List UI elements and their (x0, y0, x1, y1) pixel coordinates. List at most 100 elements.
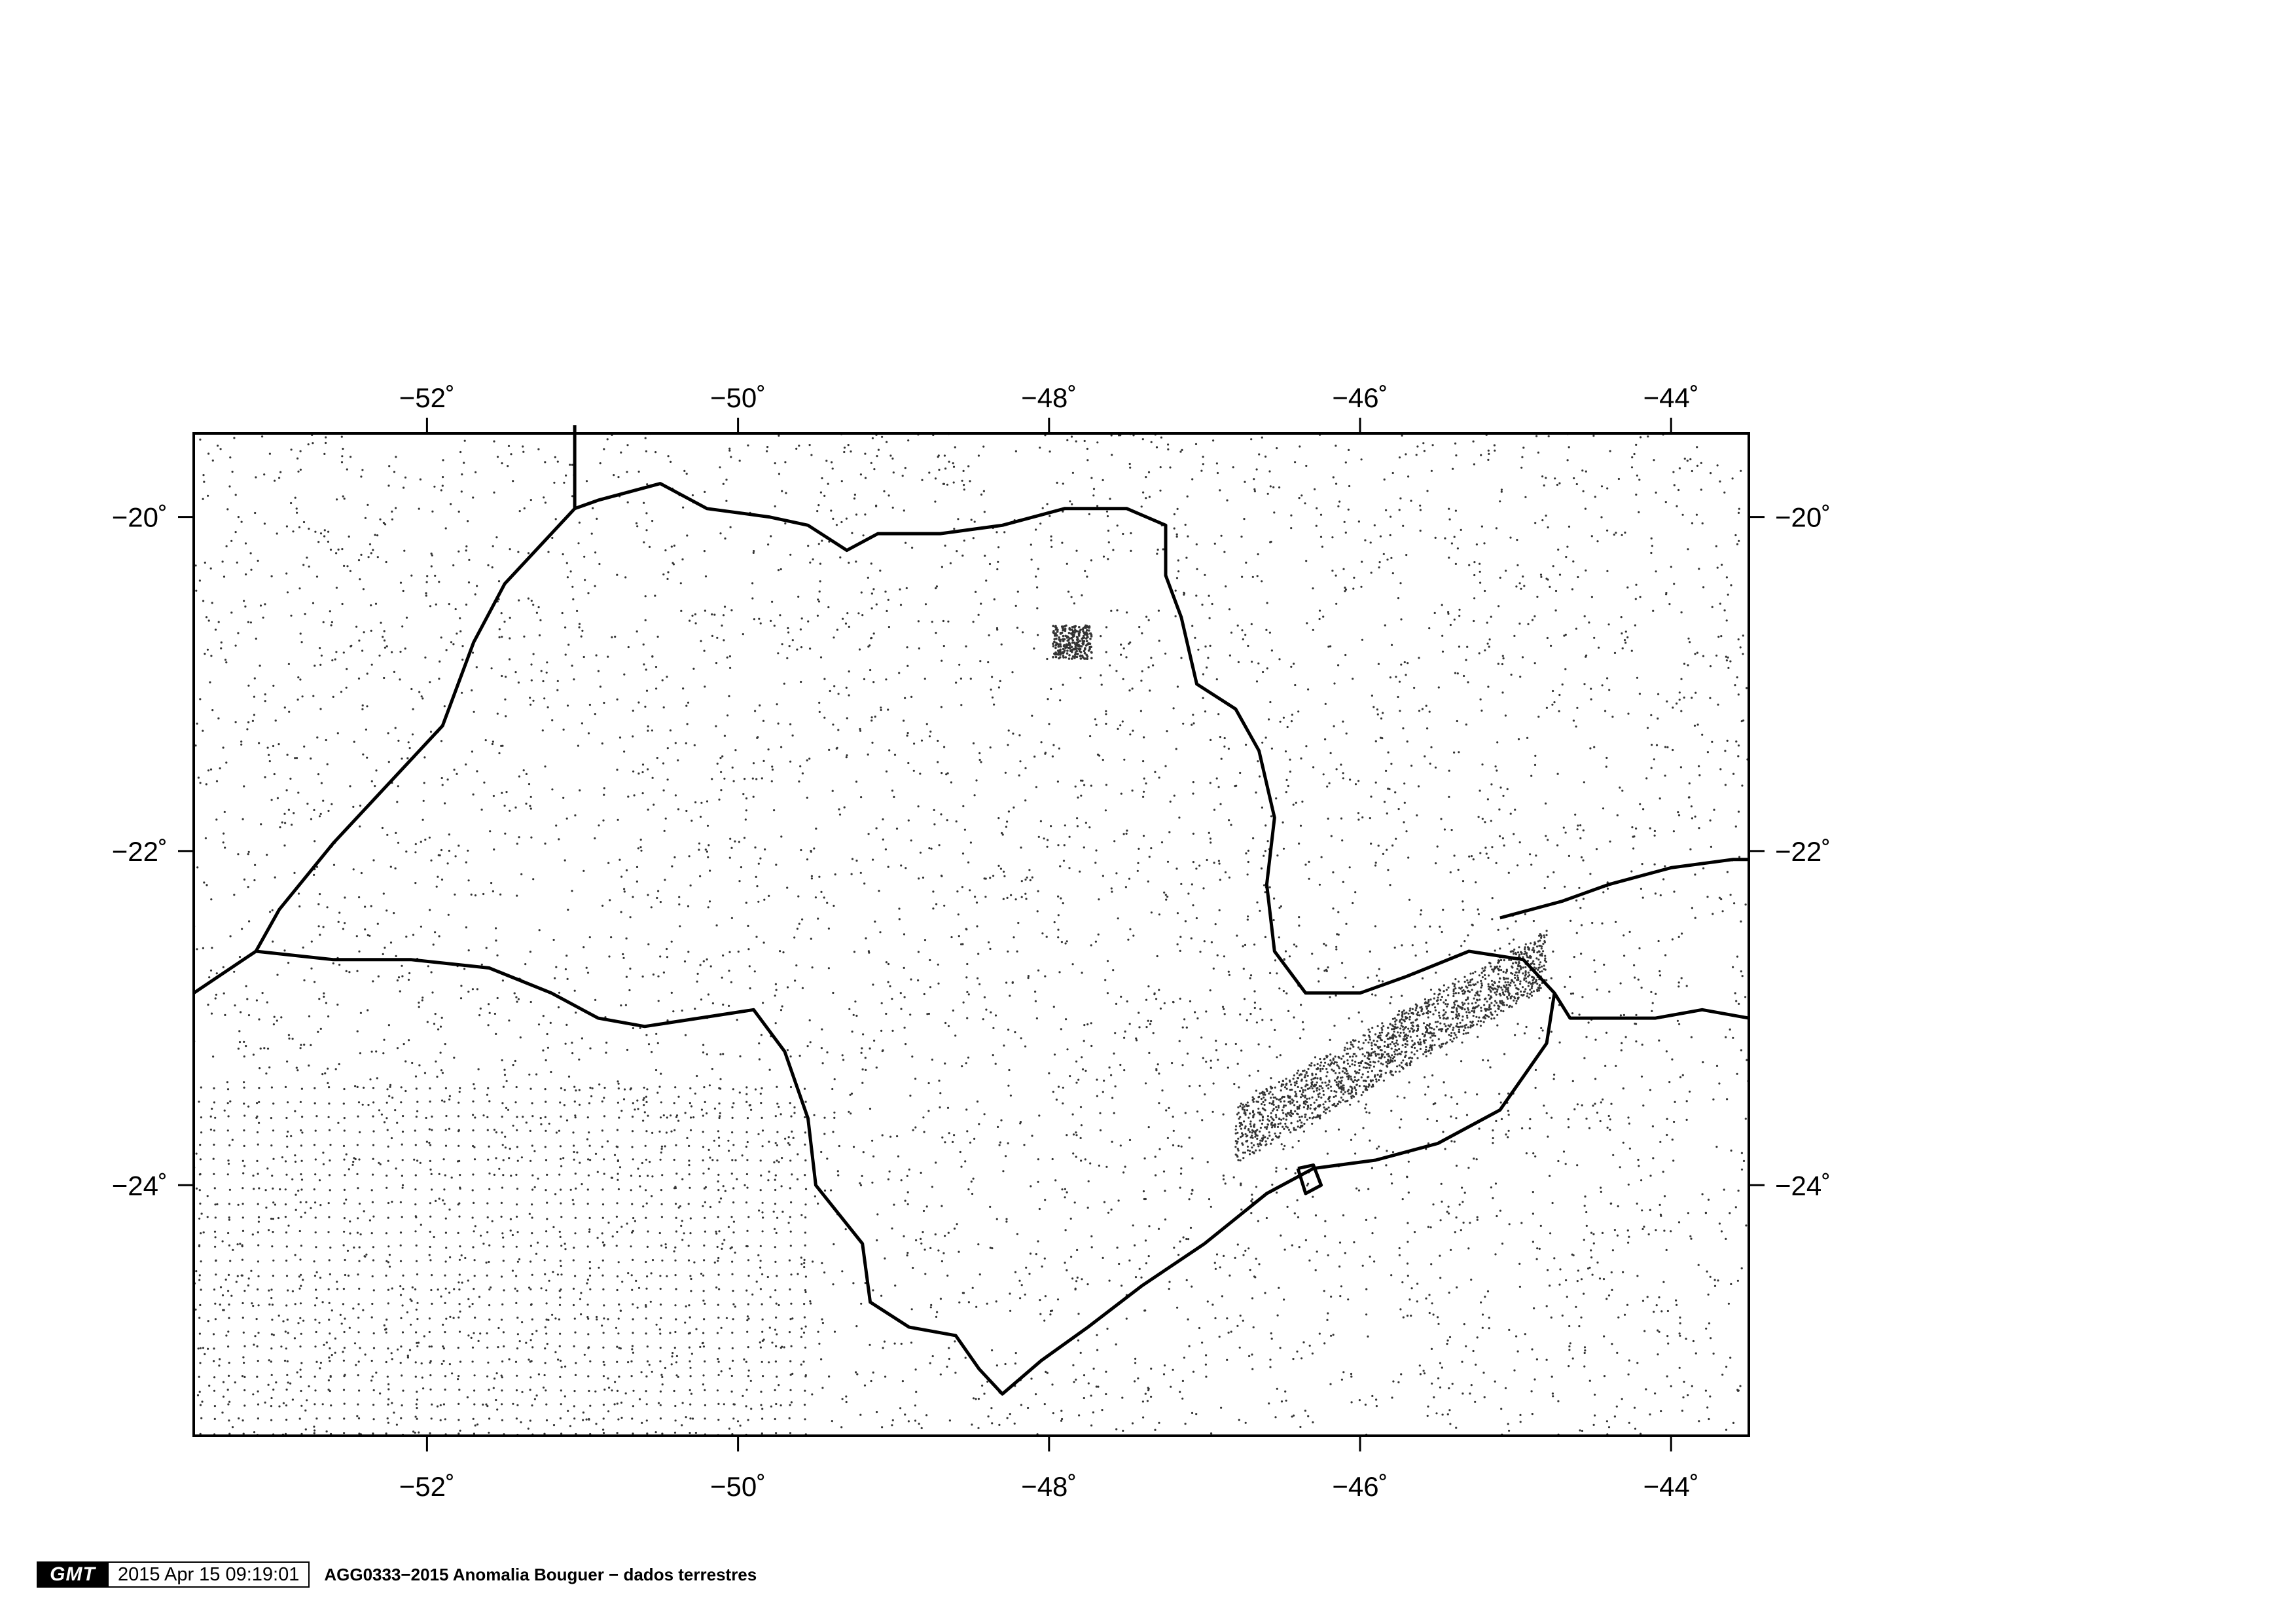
station-point (914, 1368, 917, 1371)
station-point (1506, 788, 1509, 790)
station-point (325, 739, 327, 742)
station-point (1129, 733, 1132, 736)
station-point (370, 1050, 373, 1053)
station-point (1251, 1198, 1253, 1201)
station-point (565, 955, 568, 957)
station-point (1122, 833, 1125, 835)
station-point (616, 698, 619, 701)
station-point (493, 1012, 497, 1015)
station-point (657, 890, 660, 892)
station-point (1357, 1011, 1360, 1014)
station-point (1486, 642, 1489, 645)
station-point (382, 1052, 385, 1055)
station-point (1605, 765, 1607, 768)
station-point (841, 1270, 844, 1273)
station-point (1349, 1103, 1352, 1106)
station-point (1097, 1385, 1100, 1388)
station-point (1014, 450, 1017, 452)
station-point (1549, 996, 1551, 1000)
station-point (387, 1261, 390, 1264)
station-point (1344, 588, 1348, 591)
station-point (632, 896, 634, 898)
station-point (1088, 826, 1091, 829)
station-point (794, 979, 797, 982)
station-point (1085, 822, 1087, 824)
station-point (553, 481, 556, 484)
station-point (1105, 713, 1107, 716)
station-point (751, 777, 754, 780)
station-point (1007, 1084, 1010, 1087)
station-point (376, 534, 379, 537)
station-point (441, 484, 444, 487)
station-point (208, 1384, 211, 1387)
station-point (527, 597, 530, 600)
station-point (1188, 1085, 1191, 1087)
station-point (1607, 1114, 1610, 1118)
station-point (231, 1426, 234, 1429)
station-point (390, 1352, 393, 1355)
station-point (645, 1095, 648, 1098)
station-point (254, 1335, 257, 1338)
station-point (1092, 1411, 1094, 1413)
station-point (460, 490, 463, 493)
station-point (863, 882, 866, 885)
station-point (1578, 1013, 1581, 1016)
station-point (279, 826, 281, 829)
station-point (1335, 948, 1338, 951)
station-point (767, 748, 770, 751)
station-point (972, 537, 975, 539)
station-point (1598, 1277, 1602, 1280)
station-point (1125, 656, 1128, 659)
station-point (215, 993, 217, 996)
station-point (1725, 1429, 1728, 1431)
station-point (1209, 644, 1211, 647)
station-point (1505, 570, 1507, 572)
station-point (809, 647, 812, 650)
station-point (1176, 507, 1179, 511)
station-point (276, 1019, 278, 1022)
station-point (1354, 891, 1357, 894)
station-point (719, 1197, 723, 1200)
station-point (322, 621, 325, 624)
station-point (476, 1423, 479, 1426)
station-point (1333, 682, 1336, 685)
station-point (1074, 1287, 1077, 1290)
station-point (1443, 1081, 1445, 1084)
station-point (1016, 950, 1018, 953)
station-point (642, 1099, 645, 1101)
station-point (1078, 1414, 1081, 1417)
station-point (1483, 542, 1486, 545)
station-point (1029, 879, 1031, 882)
station-point (431, 991, 434, 994)
station-point (1515, 585, 1518, 588)
station-point (528, 783, 531, 786)
station-point (1298, 497, 1300, 500)
station-point (566, 704, 569, 707)
station-point (1171, 1062, 1174, 1065)
station-point (1123, 1069, 1126, 1072)
station-point (327, 1379, 330, 1381)
station-point (579, 1298, 582, 1300)
station-point (1228, 819, 1230, 822)
station-point (993, 703, 996, 706)
station-point (416, 1341, 418, 1344)
station-point (1075, 1060, 1078, 1063)
station-point (1577, 1269, 1579, 1272)
station-point (939, 1298, 942, 1300)
station-point (1698, 827, 1700, 830)
station-point (820, 1150, 823, 1154)
station-point (606, 1140, 609, 1142)
station-point (730, 847, 733, 849)
station-point (295, 507, 298, 510)
station-point (1604, 1065, 1607, 1067)
station-point (1124, 1030, 1126, 1033)
station-point (1479, 562, 1481, 565)
station-point (1192, 792, 1194, 795)
station-point (885, 1012, 888, 1015)
station-point (198, 579, 201, 582)
station-point (655, 1068, 658, 1072)
station-point (582, 1411, 585, 1414)
station-point (277, 1216, 280, 1220)
station-point (299, 1368, 302, 1371)
station-point (758, 1042, 761, 1045)
